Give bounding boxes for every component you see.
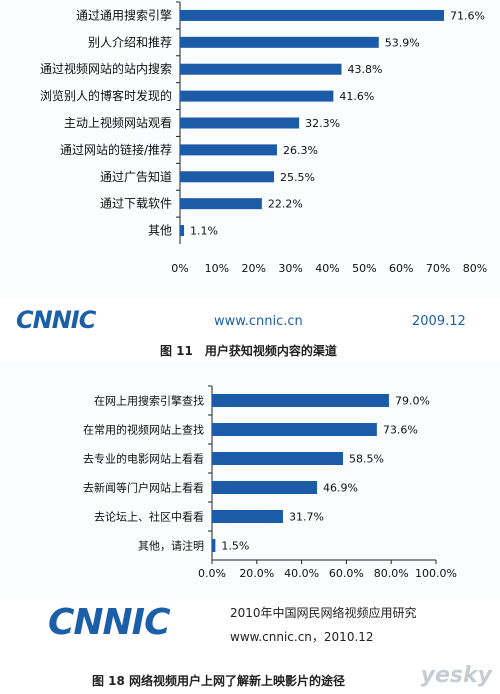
value-label: 46.9% xyxy=(323,482,358,495)
bar xyxy=(212,481,318,494)
value-label: 1.1% xyxy=(190,225,218,238)
value-label: 71.6% xyxy=(450,9,485,22)
value-label: 43.8% xyxy=(348,63,383,76)
x-tick-label: 50% xyxy=(352,262,376,275)
url-1: www.cnnic.cn xyxy=(214,314,303,329)
bar xyxy=(180,117,300,129)
x-tick-label: 100.0% xyxy=(415,567,457,580)
bar xyxy=(212,452,344,465)
category-label: 去论坛上、社区中看看 xyxy=(94,510,204,524)
bar xyxy=(212,539,216,552)
category-label: 在常用的视频网站上查找 xyxy=(83,423,204,437)
bar xyxy=(180,90,334,102)
caption-2: 图 18 网络视频用户上网了解新上映影片的途径 xyxy=(92,674,346,688)
x-tick-label: 80% xyxy=(463,262,487,275)
cnnic-logo-1: CNNIC xyxy=(16,306,96,334)
category-label: 通过通用搜索引擎 xyxy=(76,7,172,22)
x-tick-label: 70% xyxy=(426,262,450,275)
value-label: 79.0% xyxy=(395,395,430,408)
bar xyxy=(180,144,277,156)
yesky-watermark: yesky xyxy=(420,663,492,688)
brand-band-1: CNNIC www.cnnic.cn 2009.12 xyxy=(0,298,500,334)
value-label: 41.6% xyxy=(339,90,374,103)
caption-1: 图 11 用户获知视频内容的渠道 xyxy=(160,344,337,358)
value-label: 58.5% xyxy=(349,453,384,466)
x-tick-label: 80.0% xyxy=(374,567,409,580)
x-tick-label: 60% xyxy=(389,262,413,275)
category-label: 别人介绍和推荐 xyxy=(88,35,172,49)
category-label: 通过网站的链接/推荐 xyxy=(60,142,172,157)
category-label: 其他 xyxy=(148,224,172,238)
value-label: 25.5% xyxy=(280,171,315,184)
brand-band-2: CNNIC 2010年中国网民网络视频应用研究 www.cnnic.cn，201… xyxy=(0,600,500,658)
url-date-2: www.cnnic.cn，2010.12 xyxy=(230,630,374,644)
value-label: 31.7% xyxy=(289,511,324,524)
category-label: 在网上用搜索引擎查找 xyxy=(94,394,204,408)
bar xyxy=(212,394,389,407)
chart-panel-2: 在网上用搜索引擎查找 79.0% 在常用的视频网站上查找 73.6% 去专业的电影网站上… xyxy=(0,362,500,602)
value-label: 32.3% xyxy=(305,117,340,130)
chart-1: 通过通用搜索引擎 71.6% 别人介绍和推荐 53.9% 通过视频网站的站内搜索 43.8… xyxy=(40,1,487,275)
bar xyxy=(180,171,275,183)
x-tick-label: 60.0% xyxy=(329,567,364,580)
value-label: 26.3% xyxy=(283,144,318,157)
chart-2: 在网上用搜索引擎查找 79.0% 在常用的视频网站上查找 73.6% 去专业的电影网站上… xyxy=(83,385,457,580)
bar xyxy=(212,510,284,523)
category-label: 去新闻等门户网站上看看 xyxy=(83,481,204,495)
category-label: 通过广告知道 xyxy=(100,170,172,184)
value-label: 53.9% xyxy=(385,36,420,49)
report-title-2: 2010年中国网民网络视频应用研究 xyxy=(230,606,417,620)
cnnic-logo-2: CNNIC xyxy=(48,602,170,643)
bar xyxy=(180,36,379,48)
value-label: 1.5% xyxy=(221,540,249,553)
value-label: 22.2% xyxy=(268,198,303,211)
x-tick-label: 20.0% xyxy=(239,567,274,580)
x-tick-label: 30% xyxy=(278,262,302,275)
date-1: 2009.12 xyxy=(412,314,466,329)
category-label: 去专业的电影网站上看看 xyxy=(83,452,204,466)
x-tick-label: 20% xyxy=(242,262,266,275)
category-label: 浏览别人的博客时发现的 xyxy=(40,88,172,103)
x-tick-label: 40.0% xyxy=(284,567,319,580)
value-label: 73.6% xyxy=(383,424,418,437)
category-label: 通过下载软件 xyxy=(100,197,172,211)
x-tick-label: 40% xyxy=(315,262,339,275)
category-label: 其他，请注明 xyxy=(138,539,204,553)
x-tick-label: 10% xyxy=(205,262,229,275)
bar xyxy=(180,63,342,75)
bar xyxy=(212,423,377,436)
bar xyxy=(180,225,185,237)
x-tick-label: 0% xyxy=(171,262,188,275)
category-label: 通过视频网站的站内搜索 xyxy=(40,61,172,76)
bar xyxy=(180,198,262,210)
x-tick-label: 0.0% xyxy=(198,567,226,580)
category-label: 主动上视频网站观看 xyxy=(64,115,172,130)
chart-panel-1: 通过通用搜索引擎 71.6% 别人介绍和推荐 53.9% 通过视频网站的站内搜索 43.8… xyxy=(0,0,500,298)
bar xyxy=(180,9,445,21)
